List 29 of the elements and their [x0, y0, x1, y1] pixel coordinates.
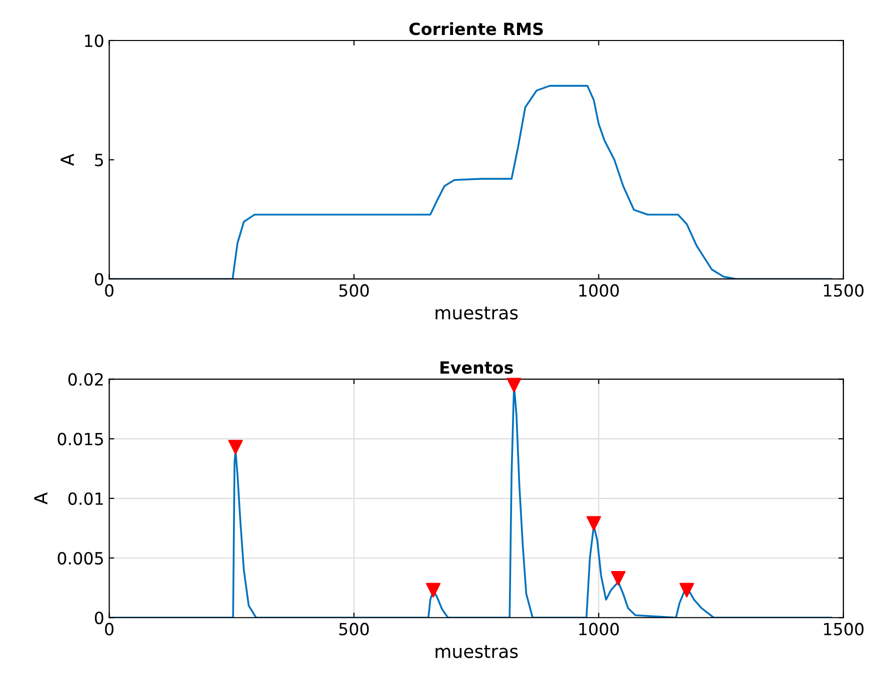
x-axis-title: muestras — [436, 306, 518, 320]
y-tick-label: 0.015 — [58, 432, 103, 446]
x-tick-label: 0 — [105, 622, 114, 636]
y-tick-label: 0.005 — [58, 552, 103, 565]
point — [610, 570, 626, 586]
y-tick-label: 0 — [94, 272, 104, 286]
y-tick-label: 0.02 — [68, 373, 103, 386]
y-axis-title: A — [60, 154, 74, 166]
point — [680, 582, 694, 598]
x-tick-label: 500 — [339, 622, 369, 636]
x-tick-label: 0 — [105, 284, 114, 297]
x-tick-label: 1500 — [824, 284, 864, 297]
y-tick-label: 0.01 — [68, 492, 103, 505]
x-tick-label: 1500 — [824, 622, 864, 636]
point — [586, 516, 602, 531]
y-axis-title: A — [34, 492, 48, 504]
x-axis-title: muestras — [436, 645, 518, 658]
y-tick-label: 10 — [85, 34, 104, 48]
point — [426, 582, 441, 598]
y-tick-label: 0 — [94, 612, 104, 624]
chart-title: Eventos — [440, 361, 513, 374]
y-tick-label: 5 — [95, 154, 103, 166]
x-tick-label: 500 — [339, 284, 369, 297]
x-tick-label: 1000 — [579, 284, 619, 297]
point — [228, 440, 243, 454]
x-tick-label: 1000 — [579, 622, 619, 636]
point — [506, 378, 522, 392]
chart-title: Corriente RMS — [409, 22, 543, 36]
line-series — [109, 84, 832, 279]
